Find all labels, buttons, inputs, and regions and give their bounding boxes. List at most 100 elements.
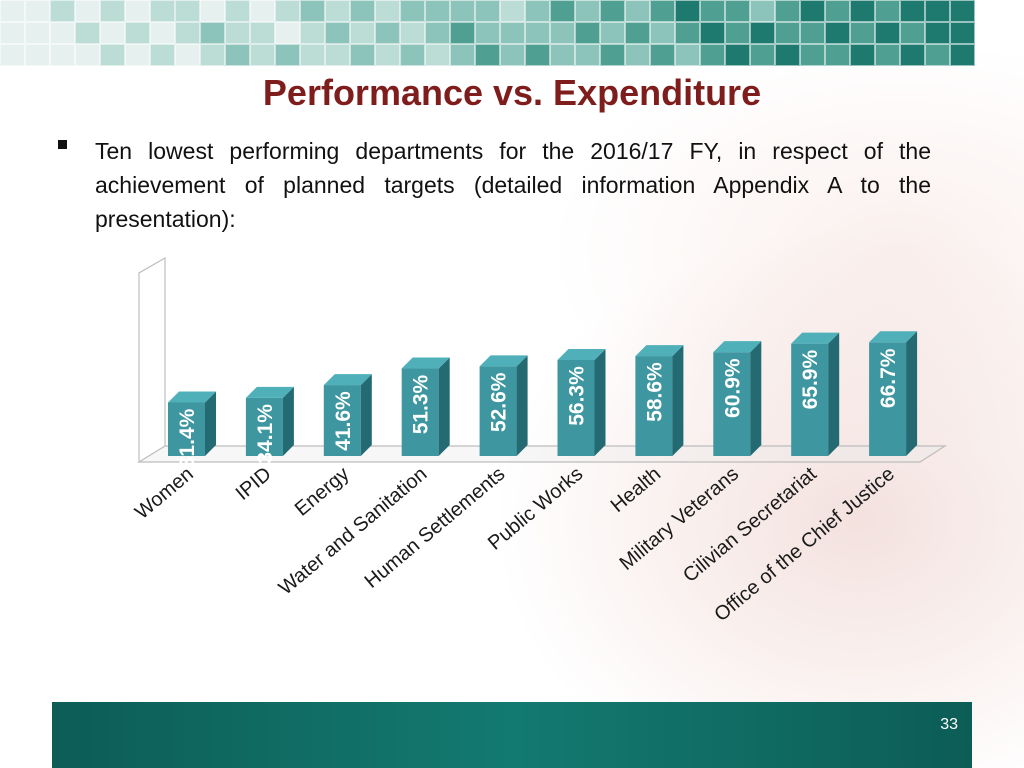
mosaic-tile xyxy=(400,0,425,22)
category-label: Energy xyxy=(291,463,354,521)
bar xyxy=(791,343,829,456)
bar-top xyxy=(479,355,528,367)
mosaic-tile xyxy=(0,22,25,44)
mosaic-tile xyxy=(125,44,150,66)
mosaic-tile xyxy=(875,44,900,66)
mosaic-tile xyxy=(200,0,225,22)
mosaic-tile xyxy=(300,22,325,44)
mosaic-tile xyxy=(425,44,450,66)
mosaic-tile xyxy=(25,0,50,22)
data-label: 58.6% xyxy=(643,362,666,422)
mosaic-tile xyxy=(575,22,600,44)
mosaic-tile xyxy=(625,22,650,44)
page-number: 33 xyxy=(940,716,958,733)
mosaic-tile xyxy=(325,44,350,66)
mosaic-tile xyxy=(350,22,375,44)
mosaic-tile xyxy=(700,0,725,22)
mosaic-tile xyxy=(150,0,175,22)
mosaic-tile xyxy=(100,44,125,66)
category-label: Human Settlements xyxy=(361,463,510,593)
mosaic-tile xyxy=(25,44,50,66)
bar-side xyxy=(828,332,840,456)
mosaic-tile xyxy=(875,0,900,22)
bar xyxy=(713,352,751,456)
category-label: Health xyxy=(607,463,665,517)
chart-back-wall xyxy=(138,256,166,462)
mosaic-tile xyxy=(225,22,250,44)
mosaic-tile xyxy=(625,0,650,22)
mosaic-tile xyxy=(425,22,450,44)
data-label: 60.9% xyxy=(721,358,744,418)
mosaic-tile xyxy=(250,22,275,44)
mosaic-tile xyxy=(500,22,525,44)
category-label: IPID xyxy=(232,463,276,505)
bar-side xyxy=(594,349,606,456)
mosaic-tile xyxy=(175,0,200,22)
mosaic-tile xyxy=(950,44,975,66)
mosaic-tile xyxy=(850,22,875,44)
mosaic-tile xyxy=(375,44,400,66)
bar-chart: 31.4%Women 34.1%IPID 41.6% Energy 51.3% Water… xyxy=(131,256,948,626)
mosaic-tile xyxy=(775,0,800,22)
mosaic-tile xyxy=(525,44,550,66)
data-label: 52.6% xyxy=(488,372,511,432)
mosaic-tile xyxy=(425,0,450,22)
mosaic-tile xyxy=(325,0,350,22)
mosaic-tile xyxy=(0,44,25,66)
mosaic-tile xyxy=(150,44,175,66)
mosaic-tile xyxy=(125,22,150,44)
data-label: 31.4% xyxy=(176,408,199,468)
mosaic-tile xyxy=(825,44,850,66)
mosaic-tile xyxy=(275,44,300,66)
mosaic-tile xyxy=(450,0,475,22)
bar xyxy=(869,342,907,456)
mosaic-tile xyxy=(500,44,525,66)
data-label: 41.6% xyxy=(332,391,355,451)
mosaic-tile xyxy=(225,0,250,22)
mosaic-tile xyxy=(750,0,775,22)
bar-side xyxy=(750,341,762,456)
mosaic-tile xyxy=(850,44,875,66)
mosaic-tile xyxy=(800,0,825,22)
category-label: Water and Sanitation xyxy=(275,463,432,599)
bar-side xyxy=(672,345,684,456)
bar-side xyxy=(906,331,918,456)
bar-top xyxy=(168,391,216,403)
mosaic-tile xyxy=(800,44,825,66)
mosaic-tile xyxy=(250,44,275,66)
mosaic-tile xyxy=(500,0,525,22)
mosaic-tile xyxy=(750,22,775,44)
mosaic-tile xyxy=(475,44,500,66)
bar xyxy=(635,356,673,456)
mosaic-tile xyxy=(150,22,175,44)
mosaic-tile xyxy=(950,0,975,22)
mosaic-tile xyxy=(600,22,625,44)
mosaic-tile xyxy=(550,44,575,66)
bar-side xyxy=(360,374,372,456)
mosaic-tile xyxy=(800,22,825,44)
mosaic-tile xyxy=(900,44,925,66)
data-label: 56.3% xyxy=(566,366,589,426)
header-mosaic-banner xyxy=(0,0,975,66)
bullet-text: Ten lowest performing departments for th… xyxy=(95,138,931,232)
mosaic-tile xyxy=(475,0,500,22)
mosaic-tile xyxy=(600,44,625,66)
mosaic-tile xyxy=(250,0,275,22)
mosaic-tile xyxy=(100,22,125,44)
mosaic-tile xyxy=(200,22,225,44)
mosaic-tile xyxy=(550,22,575,44)
bar xyxy=(401,368,439,456)
footer-bar: 33 xyxy=(52,702,972,768)
mosaic-tile xyxy=(575,44,600,66)
mosaic-tile xyxy=(125,0,150,22)
mosaic-tile xyxy=(400,22,425,44)
data-label: 65.9% xyxy=(799,350,822,410)
bar-top xyxy=(791,332,840,344)
mosaic-tile xyxy=(475,22,500,44)
category-label: Cilivian Secretariat xyxy=(679,463,821,587)
data-label: 66.7% xyxy=(877,348,900,408)
mosaic-tile xyxy=(75,0,100,22)
mosaic-tile xyxy=(725,0,750,22)
mosaic-tile xyxy=(775,22,800,44)
mosaic-tile xyxy=(350,44,375,66)
